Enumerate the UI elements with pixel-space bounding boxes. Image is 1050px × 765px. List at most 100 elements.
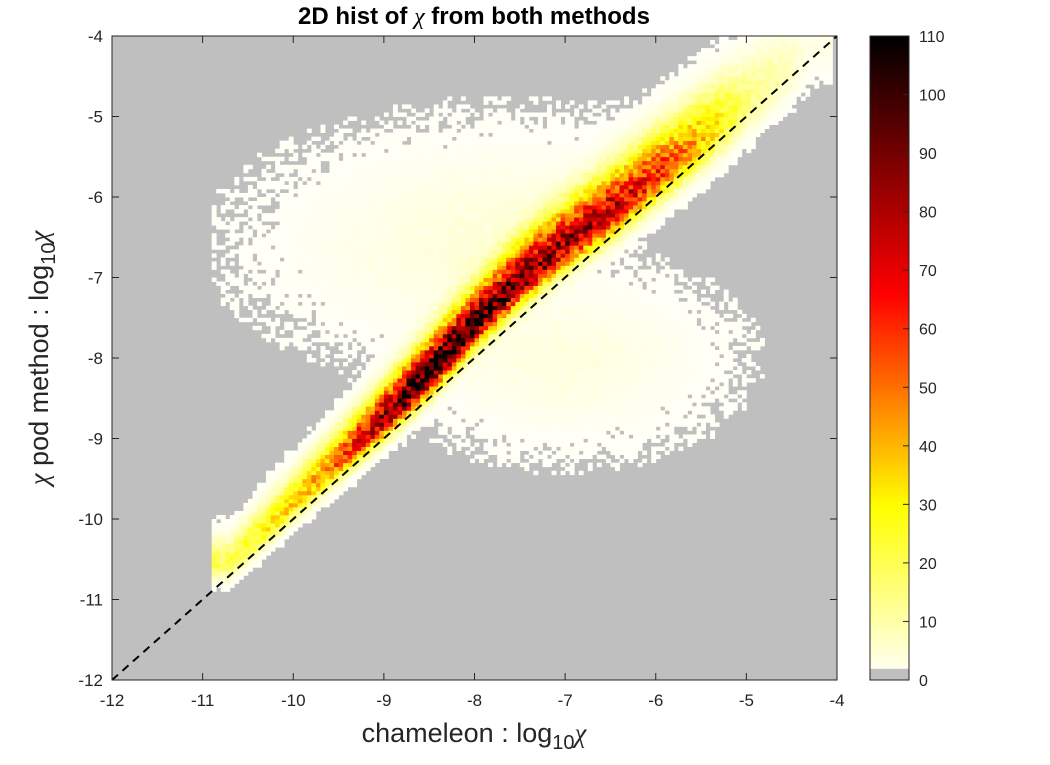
histogram-bin bbox=[397, 140, 403, 146]
histogram-bin bbox=[266, 502, 271, 508]
histogram-bin bbox=[506, 273, 512, 278]
histogram-bin bbox=[388, 317, 394, 323]
histogram-bin bbox=[456, 233, 462, 238]
histogram-bin bbox=[488, 434, 494, 439]
histogram-bin bbox=[288, 217, 294, 222]
histogram-bin bbox=[483, 241, 489, 246]
histogram-bin bbox=[356, 237, 362, 242]
histogram-bin bbox=[424, 386, 430, 391]
histogram-bin bbox=[524, 136, 530, 142]
histogram-bin bbox=[528, 209, 534, 214]
histogram-bin bbox=[515, 325, 521, 331]
histogram-bin bbox=[352, 333, 358, 339]
histogram-bin bbox=[411, 293, 416, 299]
histogram-bin bbox=[288, 478, 294, 484]
histogram-bin bbox=[270, 482, 276, 488]
histogram-bin bbox=[510, 301, 516, 307]
histogram-bin bbox=[347, 329, 353, 335]
histogram-bin bbox=[279, 241, 285, 246]
histogram-bin bbox=[506, 382, 512, 387]
histogram-bin bbox=[460, 176, 466, 182]
histogram-bin bbox=[447, 281, 453, 286]
histogram-bin bbox=[429, 152, 435, 158]
histogram-bin bbox=[497, 156, 503, 162]
histogram-bin bbox=[420, 156, 426, 162]
histogram-bin bbox=[338, 430, 344, 435]
histogram-bin bbox=[247, 164, 253, 170]
histogram-bin bbox=[324, 152, 330, 158]
histogram-bin bbox=[334, 450, 339, 455]
histogram-bin bbox=[334, 241, 339, 246]
histogram-bin bbox=[293, 450, 299, 455]
histogram-bin bbox=[379, 434, 385, 439]
histogram-bin bbox=[370, 402, 376, 407]
histogram-bin bbox=[334, 317, 339, 323]
histogram-bin bbox=[447, 305, 453, 311]
histogram-bin bbox=[433, 237, 439, 242]
histogram-bin bbox=[306, 188, 312, 194]
histogram-bin bbox=[411, 337, 416, 343]
histogram-bin bbox=[370, 148, 376, 154]
histogram-bin bbox=[506, 257, 512, 262]
histogram-bin bbox=[524, 257, 530, 262]
histogram-bin bbox=[334, 402, 339, 407]
histogram-bin bbox=[451, 398, 457, 403]
histogram-bin bbox=[515, 450, 521, 455]
histogram-bin bbox=[302, 172, 308, 178]
histogram-bin bbox=[533, 418, 539, 423]
histogram-bin bbox=[442, 386, 448, 391]
histogram-bin bbox=[402, 285, 407, 290]
histogram-bin bbox=[284, 301, 290, 307]
histogram-bin bbox=[275, 237, 281, 242]
histogram-bin bbox=[402, 184, 407, 190]
histogram-bin bbox=[533, 374, 539, 379]
histogram-bin bbox=[343, 353, 349, 359]
histogram-bin bbox=[510, 410, 516, 415]
histogram-bin bbox=[356, 446, 362, 451]
histogram-bin bbox=[370, 253, 376, 258]
histogram-bin bbox=[402, 402, 407, 407]
histogram-bin bbox=[460, 245, 466, 250]
histogram-bin bbox=[383, 313, 389, 319]
histogram-bin bbox=[220, 257, 226, 262]
histogram-bin bbox=[447, 209, 453, 214]
histogram-bin bbox=[261, 213, 267, 218]
histogram-bin bbox=[438, 317, 444, 323]
histogram-bin bbox=[347, 398, 353, 403]
histogram-bin bbox=[379, 349, 385, 355]
histogram-bin bbox=[306, 241, 312, 246]
histogram-bin bbox=[370, 426, 376, 431]
histogram-bin bbox=[474, 245, 480, 250]
histogram-bin bbox=[306, 269, 312, 274]
histogram-bin bbox=[447, 293, 453, 299]
histogram-bin bbox=[320, 249, 326, 254]
histogram-bin bbox=[488, 213, 494, 218]
histogram-bin bbox=[306, 249, 312, 254]
histogram-bin bbox=[528, 333, 534, 339]
histogram-bin bbox=[257, 539, 262, 544]
histogram-bin bbox=[515, 406, 521, 411]
histogram-bin bbox=[533, 454, 539, 460]
histogram-bin bbox=[352, 237, 358, 242]
histogram-bin bbox=[324, 490, 330, 496]
histogram-bin bbox=[243, 168, 249, 174]
histogram-bin bbox=[379, 168, 385, 174]
histogram-bin bbox=[334, 213, 339, 218]
histogram-bin bbox=[479, 394, 484, 399]
histogram-bin bbox=[510, 265, 516, 270]
histogram-bin bbox=[329, 438, 335, 443]
histogram-bin bbox=[374, 309, 380, 315]
histogram-bin bbox=[315, 506, 321, 512]
histogram-bin bbox=[519, 245, 525, 250]
histogram-bin bbox=[402, 213, 407, 218]
histogram-bin bbox=[406, 345, 412, 351]
histogram-bin bbox=[492, 217, 498, 222]
histogram-bin bbox=[519, 148, 525, 154]
histogram-bin bbox=[411, 313, 416, 319]
histogram-bin bbox=[329, 168, 335, 174]
histogram-bin bbox=[361, 289, 367, 294]
histogram-bin bbox=[424, 378, 430, 383]
histogram-bin bbox=[338, 281, 344, 286]
histogram-bin bbox=[356, 257, 362, 262]
histogram-bin bbox=[438, 221, 444, 226]
